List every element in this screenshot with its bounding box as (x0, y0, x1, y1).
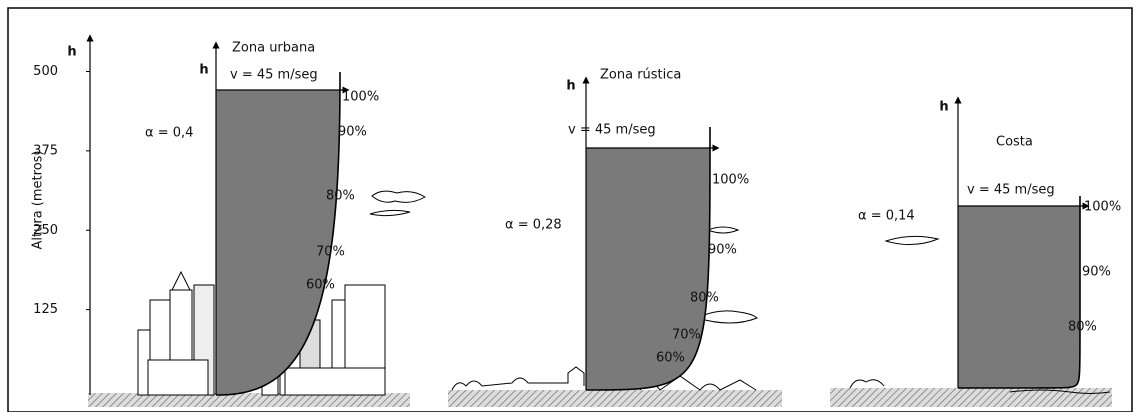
panel-title: Costa (996, 135, 1033, 150)
axis-h-label: h (67, 45, 76, 60)
percent-label: 60% (656, 351, 685, 366)
velocity-label: v = 45 m/seg (568, 123, 656, 138)
wind-profile (958, 196, 1081, 389)
alpha-label: α = 0,4 (145, 126, 193, 141)
percent-label: 90% (338, 125, 367, 140)
percent-label: 90% (1082, 265, 1111, 280)
panel-h-label: h (199, 63, 208, 78)
percent-label: 60% (306, 278, 335, 293)
panel-h-label: h (566, 79, 575, 94)
clouds (369, 190, 940, 324)
velocity-label: v = 45 m/seg (967, 183, 1055, 198)
panel-title: Zona urbana (232, 41, 315, 56)
buildings (137, 270, 386, 396)
ground (88, 393, 410, 407)
wind-area (958, 206, 1080, 388)
alpha-label: α = 0,14 (858, 209, 915, 224)
percent-label: 80% (326, 189, 355, 204)
percent-label: 70% (672, 328, 701, 343)
wind-profile (585, 126, 711, 391)
tick-label: 500 (33, 64, 58, 79)
wind-area (216, 90, 340, 395)
alpha-label: α = 0,28 (505, 218, 562, 233)
wind-area (586, 148, 710, 390)
frame (7, 7, 1133, 412)
percent-label: 100% (1084, 200, 1121, 215)
wind-profile (215, 71, 341, 396)
ground (448, 390, 782, 407)
percent-label: 100% (712, 173, 749, 188)
percent-label: 80% (690, 291, 719, 306)
tick-label: 125 (33, 302, 58, 317)
ground (830, 388, 1112, 407)
panel-h-label: h (939, 100, 948, 115)
percent-label: 90% (708, 243, 737, 258)
percent-label: 100% (342, 90, 379, 105)
tick-label: 250 (33, 223, 58, 238)
percent-label: 70% (316, 245, 345, 260)
axis-label: Altura (metros) (31, 151, 46, 250)
percent-label: 80% (1068, 320, 1097, 335)
panel-title: Zona rústica (600, 68, 681, 83)
velocity-label: v = 45 m/seg (230, 68, 318, 83)
tick-label: 375 (33, 143, 58, 158)
